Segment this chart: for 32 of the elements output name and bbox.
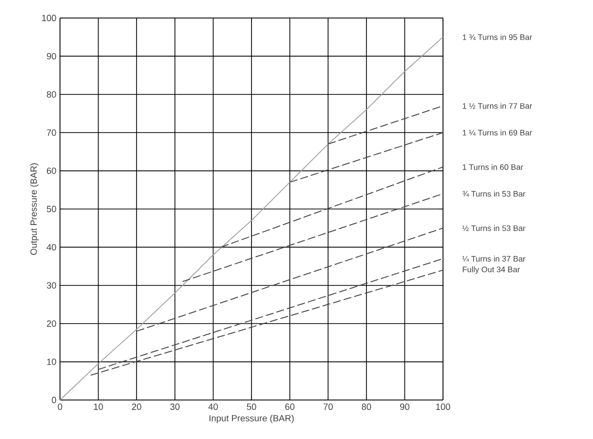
- x-tick-label: 90: [400, 404, 410, 410]
- y-tick-label: 10: [47, 358, 56, 365]
- x-axis-title: Input Pressure (BAR): [210, 414, 294, 424]
- text: ¼ Turns in 37 Bar: [462, 256, 526, 262]
- text: 1 ¾ Turns in 95 Bar: [462, 34, 532, 40]
- text: Fully Out 34 Bar: [462, 266, 520, 274]
- y-tick-label: 90: [46, 53, 56, 60]
- y-tick-label: 100: [42, 14, 56, 22]
- x-tick-label: 70: [324, 404, 333, 410]
- text: ½ Turns in 53 Bar: [462, 225, 526, 232]
- text: 1 Turns in 60 Bar: [462, 164, 524, 170]
- x-tick-label: 40: [208, 404, 218, 410]
- text: ¾ Turns in 53 Bar: [462, 190, 526, 197]
- x-tick-label: 50: [246, 404, 256, 410]
- x-tick-label: 10: [94, 404, 103, 410]
- y-tick-label: 70: [46, 129, 56, 136]
- x-tick-label: 20: [132, 404, 142, 410]
- y-axis-title: Output Pressure (BAR): [30, 163, 39, 255]
- text: 1 ¼ Turns in 69 Bar: [462, 130, 532, 136]
- y-tick-label: 80: [46, 91, 56, 98]
- y-tick-label: 60: [46, 168, 56, 174]
- y-tick-label: 30: [46, 282, 56, 289]
- x-tick-label: 0: [58, 404, 62, 410]
- x-tick-label: 60: [285, 404, 294, 410]
- x-tick-label: 100: [436, 404, 450, 410]
- text: 1 ½ Turns in 77 Bar: [462, 102, 532, 109]
- x-tick-label: 80: [362, 404, 372, 410]
- y-tick-label: 20: [46, 320, 56, 327]
- x-tick-label: 30: [170, 404, 180, 410]
- y-tick-label: 0: [52, 396, 56, 404]
- y-tick-label: 40: [46, 244, 56, 250]
- y-tick-label: 50: [46, 206, 56, 212]
